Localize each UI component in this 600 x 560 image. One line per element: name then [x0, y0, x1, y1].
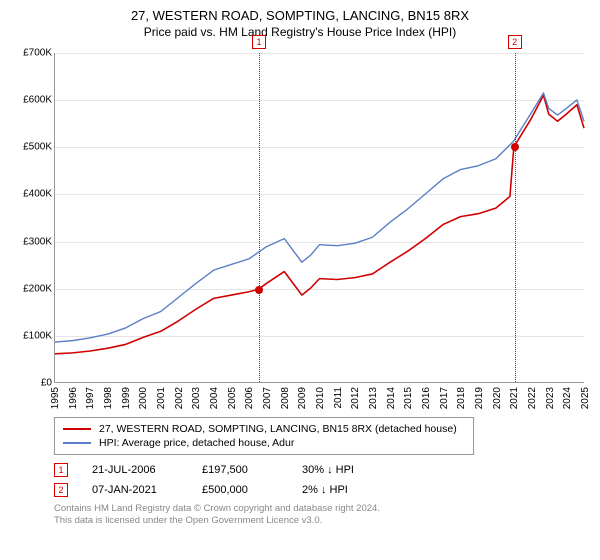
legend-swatch — [63, 442, 91, 444]
x-tick-label: 2025 — [580, 387, 600, 409]
y-tick-label: £100K — [12, 330, 52, 341]
title-block: 27, WESTERN ROAD, SOMPTING, LANCING, BN1… — [12, 8, 588, 39]
legend: 27, WESTERN ROAD, SOMPTING, LANCING, BN1… — [54, 417, 474, 455]
legend-label: 27, WESTERN ROAD, SOMPTING, LANCING, BN1… — [99, 423, 457, 435]
y-tick-label: £300K — [12, 236, 52, 247]
series-line-price_paid — [55, 95, 584, 354]
chart-subtitle: Price paid vs. HM Land Registry's House … — [12, 25, 588, 39]
y-tick-label: £600K — [12, 95, 52, 106]
sale-date: 07-JAN-2021 — [92, 484, 202, 496]
legend-item: 27, WESTERN ROAD, SOMPTING, LANCING, BN1… — [63, 422, 465, 436]
event-point-dot — [255, 286, 263, 294]
y-tick-label: £700K — [12, 48, 52, 59]
chart-area: £0 £100K £200K £300K £400K £500K £600K £700K 12… — [12, 45, 588, 415]
sale-marker-box: 1 — [54, 463, 68, 477]
footer: Contains HM Land Registry data © Crown c… — [54, 503, 588, 528]
sale-price: £500,000 — [202, 484, 302, 496]
event-point-dot — [511, 143, 519, 151]
footer-line-1: Contains HM Land Registry data © Crown c… — [54, 503, 588, 515]
series-svg — [55, 53, 584, 382]
event-marker-box: 2 — [508, 35, 522, 49]
y-tick-label: £400K — [12, 189, 52, 200]
sale-row: 2 07-JAN-2021£500,0002% ↓ HPI — [54, 483, 588, 497]
sale-marker-box: 2 — [54, 483, 68, 497]
footer-line-2: This data is licensed under the Open Gov… — [54, 515, 588, 527]
sale-delta: 2% ↓ HPI — [302, 484, 392, 496]
plot-region: 12 — [54, 53, 584, 383]
sale-delta: 30% ↓ HPI — [302, 464, 392, 476]
legend-item: HPI: Average price, detached house, Adur — [63, 436, 465, 450]
event-vline — [259, 53, 260, 382]
chart-container: { "title": "27, WESTERN ROAD, SOMPTING, … — [0, 0, 600, 560]
sales-table: 1 21-JUL-2006£197,50030% ↓ HPI 2 07-JAN-202… — [54, 463, 588, 497]
y-tick-label: £500K — [12, 142, 52, 153]
y-tick-label: £0 — [12, 378, 52, 389]
event-marker-box: 1 — [252, 35, 266, 49]
sale-price: £197,500 — [202, 464, 302, 476]
series-line-hpi — [55, 93, 584, 342]
sale-row: 1 21-JUL-2006£197,50030% ↓ HPI — [54, 463, 588, 477]
legend-label: HPI: Average price, detached house, Adur — [99, 437, 294, 449]
chart-title: 27, WESTERN ROAD, SOMPTING, LANCING, BN1… — [12, 8, 588, 23]
y-tick-label: £200K — [12, 283, 52, 294]
event-vline — [515, 53, 516, 382]
sale-date: 21-JUL-2006 — [92, 464, 202, 476]
legend-swatch — [63, 428, 91, 430]
